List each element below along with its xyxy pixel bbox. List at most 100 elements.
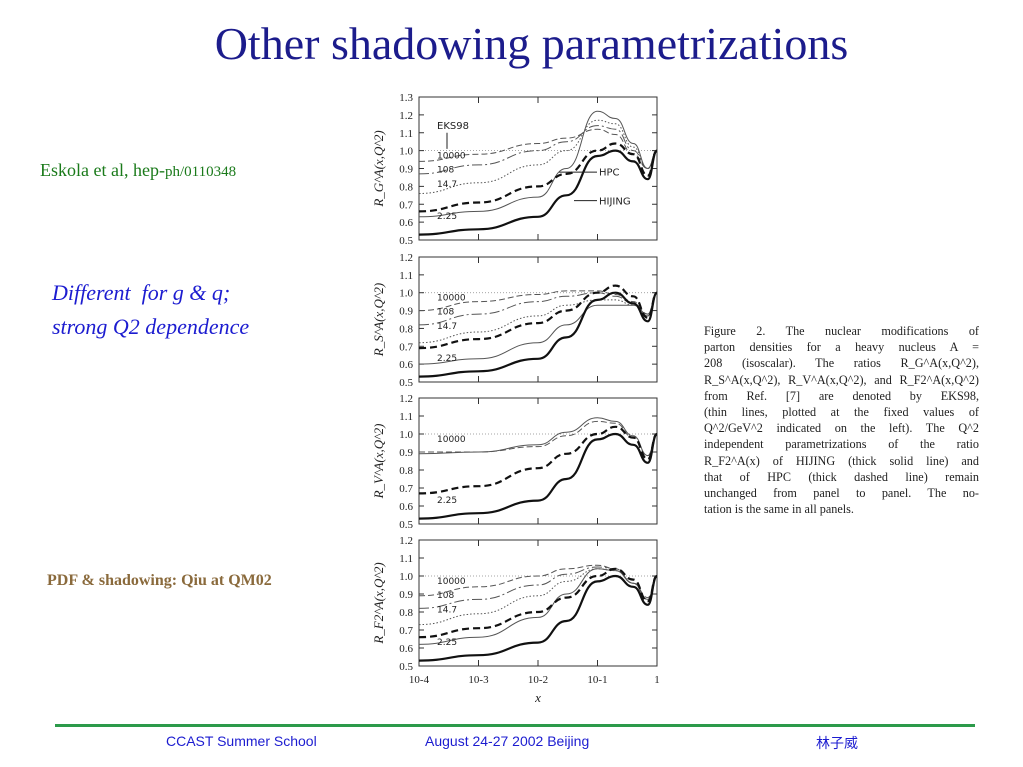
x-tick-label: 10-3 [468, 674, 489, 686]
y-tick-label: 1.1 [399, 128, 413, 140]
series-line-2-25 [418, 110, 658, 218]
y-tick-label: 1.0 [399, 429, 413, 441]
y-tick-label: 0.5 [399, 519, 413, 531]
series-line-HPC [418, 284, 658, 350]
x-axis-label: x [534, 690, 541, 705]
caption-line: parton densities for a heavy nucleus A = [704, 340, 979, 355]
series-line-HPC [418, 142, 658, 213]
series-line-HIJING [418, 432, 659, 520]
y-tick-label: 1.0 [399, 571, 413, 583]
y-tick-label: 0.5 [399, 661, 413, 673]
y-tick-label: 0.9 [399, 447, 413, 459]
y-tick-label: 1.2 [399, 535, 413, 547]
y-tick-label: 0.8 [399, 465, 413, 477]
note-line-1: Different for g & q; [52, 280, 231, 305]
series-line-10000 [418, 128, 658, 170]
y-tick-label: 1.0 [399, 146, 413, 158]
y-tick-label: 0.9 [399, 589, 413, 601]
q2-value-label: 14.7 [437, 180, 457, 190]
y-tick-label: 0.8 [399, 323, 413, 335]
footer-date-location: August 24-27 2002 Beijing [425, 733, 590, 749]
y-tick-label: 1.2 [399, 252, 413, 264]
y-axis-label: R_F2^A(x,Q^2) [371, 562, 386, 644]
y-axis-label: R_V^A(x,Q^2) [371, 424, 386, 500]
reference-main: Eskola et al, hep- [40, 160, 165, 180]
y-tick-label: 0.6 [399, 217, 413, 229]
series-line-10000 [418, 290, 658, 315]
q2-value-label: 10000 [437, 435, 466, 445]
hijing-label: HIJING [599, 196, 631, 207]
series-line-14-7 [418, 568, 658, 626]
series-line-2-25 [418, 417, 658, 457]
y-tick-label: 0.6 [399, 501, 413, 513]
series-line-HIJING [418, 291, 659, 378]
q2-value-label: 2.25 [437, 354, 457, 364]
y-tick-label: 0.7 [399, 341, 413, 353]
y-tick-label: 0.7 [399, 625, 413, 637]
x-tick-label: 10-2 [528, 674, 548, 686]
y-tick-label: 0.9 [399, 306, 413, 318]
y-axis-label: R_S^A(x,Q^2) [371, 283, 386, 357]
y-tick-label: 1.2 [399, 393, 413, 405]
q2-value-label: 108 [437, 166, 454, 176]
caption-line: (thin lines, plotted at the fixed values… [704, 405, 979, 420]
caption-line: Figure 2. The nuclear modifications of [704, 324, 979, 338]
x-tick-label: 10-4 [409, 674, 430, 686]
y-axis-label: R_G^A(x,Q^2) [371, 130, 386, 207]
caption-line: R_F2^A(x) of HIJING (thick solid line) a… [704, 453, 979, 468]
slide-title: Other shadowing parametrizations [214, 18, 849, 69]
caption-line: from Ref. [7] are denoted by EKS98, [704, 388, 979, 403]
y-tick-label: 1.1 [399, 411, 413, 423]
figure-caption: Figure 2. The nuclear modifications of p… [704, 323, 979, 517]
y-tick-label: 0.7 [399, 483, 413, 495]
y-tick-label: 1.1 [399, 270, 413, 282]
eks98-label: EKS98 [437, 121, 469, 132]
hpc-label: HPC [599, 168, 620, 179]
y-tick-label: 1.0 [399, 288, 413, 300]
x-tick-label: 10-1 [587, 674, 607, 686]
x-tick-label: 1 [654, 674, 660, 686]
reference-number: ph/0110348 [164, 164, 237, 180]
y-tick-label: 0.6 [399, 359, 413, 371]
y-tick-label: 0.9 [399, 164, 413, 176]
q2-value-label: 10000 [437, 293, 466, 303]
caption-line: unchanged from panel to panel. The no- [704, 486, 979, 501]
pdf-shadowing-note: PDF & shadowing: Qiu at QM02 [47, 572, 272, 589]
series-line-108 [418, 125, 658, 175]
y-tick-label: 0.5 [399, 235, 413, 247]
footer-divider [55, 724, 975, 727]
y-tick-label: 0.8 [399, 181, 413, 193]
q2-value-label: 14.7 [437, 606, 457, 616]
q2-value-label: 108 [437, 308, 454, 318]
y-tick-label: 1.1 [399, 553, 413, 565]
series-line-2-25 [418, 292, 658, 365]
series-line-HPC [418, 425, 658, 495]
caption-line: Q^2/GeV^2 indicated on the left). The Q^… [704, 421, 979, 436]
q2-value-label: 14.7 [437, 322, 457, 332]
note-line-2: strong Q2 dependence [52, 314, 250, 339]
y-tick-label: 1.3 [399, 92, 413, 104]
footer-school: CCAST Summer School [166, 733, 317, 749]
caption-line: 208 (isoscalar). The ratios R_G^A(x,Q^2)… [704, 356, 979, 371]
y-tick-label: 0.6 [399, 643, 413, 655]
y-tick-label: 0.7 [399, 199, 413, 211]
q2-value-label: 10000 [437, 151, 466, 161]
caption-line: R_S^A(x,Q^2), R_V^A(x,Q^2), and R_F2^A(x… [704, 372, 979, 387]
q2-value-label: 10000 [437, 577, 466, 587]
note-text: Different for g & q; strong Q2 dependenc… [52, 276, 249, 344]
y-tick-label: 0.5 [399, 377, 413, 389]
caption-line: tation is the same in all panels. [704, 502, 854, 517]
y-tick-label: 1.2 [399, 110, 413, 122]
series-line-HPC [418, 567, 658, 639]
q2-value-label: 2.25 [437, 212, 457, 222]
footer-author: 林子威 [816, 735, 858, 751]
series-line-HIJING [418, 574, 659, 662]
q2-value-label: 2.25 [437, 496, 457, 506]
caption-line: independent parametrizations of the rati… [704, 437, 979, 452]
q2-value-label: 108 [437, 591, 454, 601]
q2-value-label: 2.25 [437, 638, 457, 648]
series-line-HIJING [418, 149, 659, 236]
reference-citation: Eskola et al, hep-ph/0110348 [40, 160, 236, 181]
y-tick-label: 0.8 [399, 607, 413, 619]
